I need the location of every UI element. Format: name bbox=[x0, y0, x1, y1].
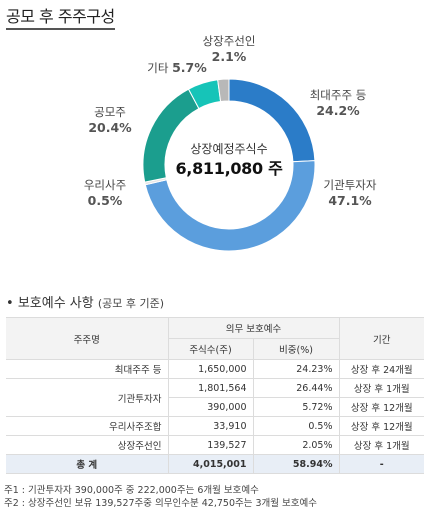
cell-period: 상장 후 1개월 bbox=[338, 378, 424, 398]
bullet-icon: • bbox=[6, 296, 14, 311]
center-label: 상장예정주식수 bbox=[190, 142, 268, 156]
slice-pct-other: 5.7% bbox=[172, 60, 207, 75]
cell-ratio: 26.44% bbox=[252, 378, 340, 398]
table-row: 최대주주 등 1,650,000 24.23% 상장 후 24개월 bbox=[6, 359, 424, 379]
center-value: 6,811,080 주 bbox=[175, 159, 283, 178]
cell-total-ratio: 58.94% bbox=[252, 454, 340, 474]
cell-total-period: - bbox=[338, 454, 424, 474]
cell-total-label: 총 계 bbox=[6, 454, 169, 474]
cell-shares: 1,801,564 bbox=[167, 378, 254, 398]
header-mandatory-lockup: 의무 보호예수 bbox=[167, 317, 340, 339]
table-row: 상장주선인 139,527 2.05% 상장 후 1개월 bbox=[6, 435, 424, 455]
slice-name-underwriter: 상장주선인 bbox=[202, 34, 256, 48]
slice-name-employee-stock: 우리사주 bbox=[83, 178, 127, 192]
header-shares: 주식수(주) bbox=[168, 338, 254, 360]
header-period: 기간 bbox=[338, 317, 424, 360]
cell-period: 상장 후 12개월 bbox=[338, 397, 424, 417]
lockup-heading-text: 보호예수 사항 bbox=[17, 296, 94, 311]
donut-slice-underwriter bbox=[217, 78, 230, 103]
label-underwriter: 상장주선인 2.1% bbox=[192, 33, 266, 65]
cell-period: 상장 후 12개월 bbox=[338, 416, 424, 436]
label-employee-stock: 우리사주 0.5% bbox=[72, 177, 138, 209]
cell-period: 상장 후 1개월 bbox=[338, 435, 424, 455]
cell-period: 상장 후 24개월 bbox=[338, 359, 424, 379]
header-ratio: 비중(%) bbox=[252, 338, 339, 360]
lockup-table: 주주명 의무 보호예수 기간 주식수(주) 비중(%) 최대주주 등 1,650… bbox=[6, 317, 424, 474]
cell-ratio: 2.05% bbox=[252, 435, 340, 455]
slice-pct-employee-stock: 0.5% bbox=[87, 193, 123, 208]
table-row: 우리사주조합 33,910 0.5% 상장 후 12개월 bbox=[6, 416, 424, 436]
table-row-total: 총 계 4,015,001 58.94% - bbox=[6, 454, 424, 474]
table-row: 기관투자자 1,801,564 26.44% 상장 후 1개월 bbox=[6, 378, 424, 417]
slice-name-other: 기타 bbox=[147, 61, 169, 75]
label-other: 기타 5.7% bbox=[140, 60, 214, 76]
slice-pct-underwriter: 2.1% bbox=[211, 49, 247, 64]
cell-shares: 139,527 bbox=[167, 435, 254, 455]
shareholder-donut-chart bbox=[142, 78, 316, 252]
cell-holder: 상장주선인 bbox=[6, 435, 169, 455]
label-public-offering: 공모주 20.4% bbox=[80, 104, 140, 136]
cell-ratio: 0.5% bbox=[252, 416, 340, 436]
cell-ratio: 5.72% bbox=[252, 397, 340, 417]
page-title: 공모 후 주주구성 bbox=[6, 7, 115, 30]
slice-name-largest-shareholder: 최대주주 등 bbox=[309, 88, 367, 102]
lockup-heading-sub: (공모 후 기준) bbox=[97, 297, 165, 310]
slice-pct-largest-shareholder: 24.2% bbox=[316, 103, 360, 118]
cell-holder: 우리사주조합 bbox=[6, 416, 169, 436]
label-largest-shareholder: 최대주주 등 24.2% bbox=[298, 87, 378, 119]
label-institutional: 기관투자자 47.1% bbox=[314, 177, 386, 209]
slice-name-public-offering: 공모주 bbox=[94, 105, 126, 119]
cell-ratio: 24.23% bbox=[252, 359, 340, 379]
slice-pct-public-offering: 20.4% bbox=[88, 120, 132, 135]
cell-holder: 최대주주 등 bbox=[6, 359, 169, 379]
footnote-2: 주2 : 상장주선인 보유 139,527주중 의무인수분 42,750주는 3… bbox=[4, 498, 317, 509]
cell-shares: 33,910 bbox=[167, 416, 254, 436]
lockup-heading: • 보호예수 사항 (공모 후 기준) bbox=[6, 292, 164, 311]
footnotes: 주1 : 기관투자자 390,000주 중 222,000주는 6개월 보호예수… bbox=[4, 484, 317, 510]
cell-shares: 390,000 bbox=[168, 397, 254, 417]
donut-center: 상장예정주식수 6,811,080 주 bbox=[170, 140, 288, 180]
cell-shares: 1,650,000 bbox=[167, 359, 254, 379]
cell-total-shares: 4,015,001 bbox=[167, 454, 254, 474]
header-holder: 주주명 bbox=[6, 317, 169, 360]
slice-name-institutional: 기관투자자 bbox=[323, 178, 377, 192]
slice-pct-institutional: 47.1% bbox=[328, 193, 372, 208]
cell-holder: 기관투자자 bbox=[6, 378, 169, 417]
footnote-1: 주1 : 기관투자자 390,000주 중 222,000주는 6개월 보호예수 bbox=[4, 485, 259, 496]
